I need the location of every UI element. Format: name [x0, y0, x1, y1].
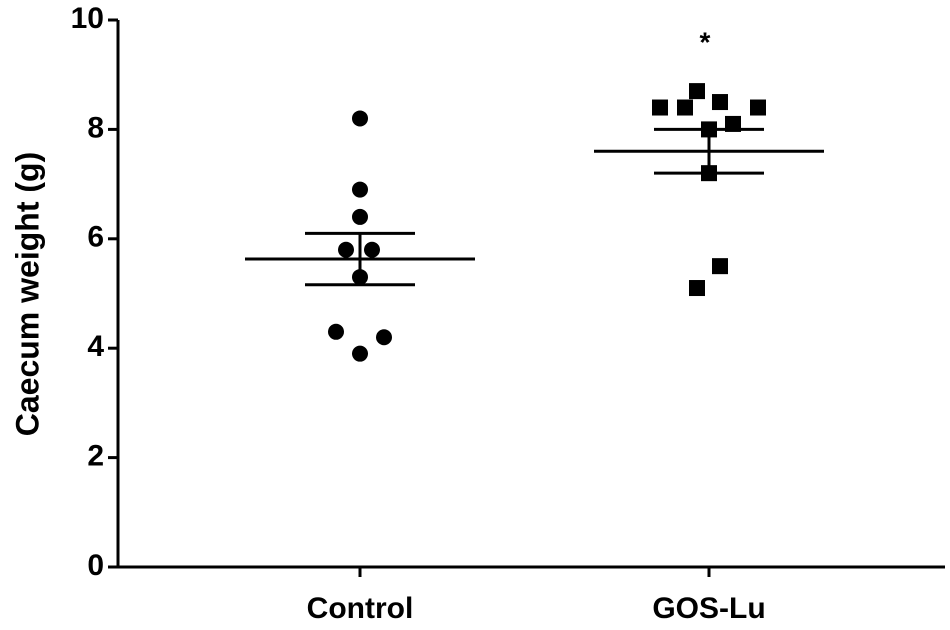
y-tick-label: 2	[87, 440, 104, 473]
data-point	[689, 280, 705, 297]
data-point	[338, 241, 354, 258]
y-axis-label: Caecum weight (g)	[9, 152, 45, 436]
y-tick-label: 10	[71, 2, 104, 35]
y-tick-label: 0	[87, 549, 104, 582]
x-tick-label: GOS-Lu	[652, 592, 765, 625]
data-point	[750, 99, 766, 116]
data-point	[352, 345, 368, 362]
data-point	[352, 208, 368, 225]
error-bar	[305, 231, 415, 287]
data-point	[352, 181, 368, 198]
error-bar	[654, 127, 764, 175]
data-point	[376, 329, 392, 346]
data-point	[364, 241, 380, 258]
data-point	[689, 83, 705, 100]
data-point	[712, 258, 728, 275]
y-tick-label: 6	[87, 221, 104, 254]
data-point	[328, 323, 344, 340]
y-tick-label: 8	[87, 111, 104, 144]
data-point	[652, 99, 668, 116]
x-tick-label: Control	[307, 592, 414, 625]
y-tick-label: 4	[87, 330, 104, 363]
data-point	[352, 110, 368, 127]
data-point	[677, 99, 693, 116]
data-point	[712, 94, 728, 111]
significance-marker: *	[700, 26, 711, 57]
